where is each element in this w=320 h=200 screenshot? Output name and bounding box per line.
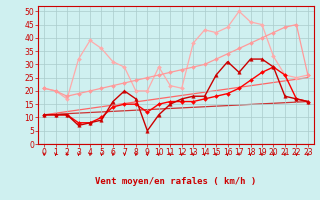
X-axis label: Vent moyen/en rafales ( km/h ): Vent moyen/en rafales ( km/h ) <box>95 177 257 186</box>
